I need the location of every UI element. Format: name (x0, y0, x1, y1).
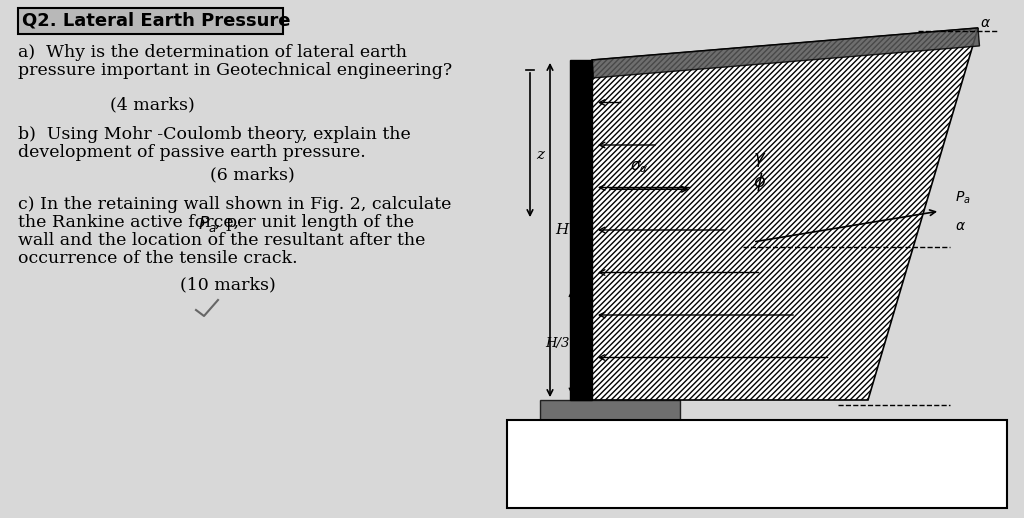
Text: $\phi$: $\phi$ (754, 171, 767, 193)
Text: H: H (555, 223, 568, 237)
Text: $P_a$: $P_a$ (198, 214, 217, 234)
Text: occurrence of the tensile crack.: occurrence of the tensile crack. (18, 250, 298, 267)
Text: the Rankine active force,: the Rankine active force, (18, 214, 245, 231)
Text: Q2. Lateral Earth Pressure: Q2. Lateral Earth Pressure (22, 12, 291, 30)
Polygon shape (592, 28, 980, 78)
Text: (10 marks): (10 marks) (180, 276, 275, 293)
Polygon shape (592, 28, 978, 400)
Text: $\phi$ = 20°          $c$ = 13.5kN/m²   $\alpha$ = 10°: $\phi$ = 20° $c$ = 13.5kN/m² $\alpha$ = … (519, 468, 868, 490)
Text: $\sigma_\alpha$: $\sigma_\alpha$ (630, 160, 648, 175)
Text: wall and the location of the resultant after the: wall and the location of the resultant a… (18, 232, 425, 249)
Text: a)  Why is the determination of lateral earth: a) Why is the determination of lateral e… (18, 44, 407, 61)
Text: $P_a$: $P_a$ (955, 190, 971, 206)
Text: b)  Using Mohr -Coulomb theory, explain the: b) Using Mohr -Coulomb theory, explain t… (18, 126, 411, 143)
Bar (18, 8, 283, 34)
Bar (507, 420, 1007, 508)
Bar (540, 400, 680, 430)
Text: (4 marks): (4 marks) (110, 96, 195, 113)
Text: $\alpha$: $\alpha$ (955, 219, 966, 233)
Text: , per unit length of the: , per unit length of the (215, 214, 414, 231)
Text: $\alpha$: $\alpha$ (980, 16, 991, 30)
Text: $H$ = 7.5 m     $\gamma$ = 18 kN/m²: $H$ = 7.5 m $\gamma$ = 18 kN/m² (519, 432, 763, 454)
Text: c) In the retaining wall shown in Fig. 2, calculate: c) In the retaining wall shown in Fig. 2… (18, 196, 452, 213)
Text: z: z (536, 148, 544, 162)
Text: $\alpha$: $\alpha$ (938, 419, 949, 433)
Text: $\gamma$: $\gamma$ (754, 151, 767, 169)
Text: pressure important in Geotechnical engineering?: pressure important in Geotechnical engin… (18, 62, 453, 79)
Text: (6 marks): (6 marks) (210, 166, 295, 183)
Text: H/3: H/3 (546, 337, 570, 350)
Text: development of passive earth pressure.: development of passive earth pressure. (18, 144, 366, 161)
Bar (570, 60, 592, 400)
